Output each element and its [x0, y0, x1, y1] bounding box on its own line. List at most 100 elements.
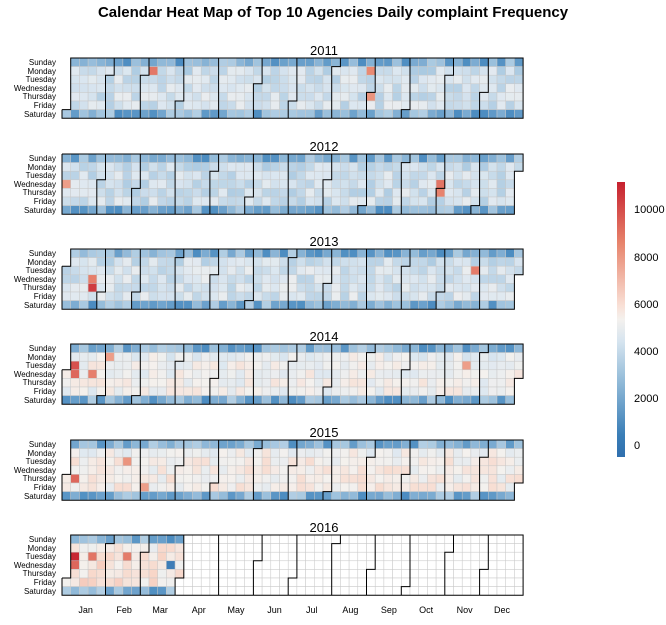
heat-cell	[461, 534, 472, 544]
heat-cell	[461, 205, 472, 215]
weekday-label: Monday	[27, 162, 56, 172]
heat-cell	[61, 474, 71, 484]
heat-cell	[253, 100, 263, 110]
year-panel-title: 2012	[309, 139, 339, 154]
heat-cell	[314, 439, 324, 449]
heat-cell	[113, 291, 124, 301]
heat-cell	[357, 265, 367, 276]
heat-cell	[244, 153, 254, 163]
heat-cell	[174, 257, 185, 267]
heat-cell	[514, 448, 524, 458]
heat-cell	[148, 482, 158, 492]
heat-cell	[427, 386, 437, 396]
heat-cell	[305, 196, 315, 206]
heat-cell	[409, 109, 419, 119]
heat-cell	[401, 560, 411, 570]
legend-tick: 2000	[634, 393, 659, 405]
heat-cell	[287, 257, 298, 267]
heat-cell	[209, 188, 219, 198]
heat-cell	[96, 491, 106, 501]
heat-cell	[235, 179, 245, 189]
heat-cell	[200, 491, 211, 501]
heat-cell	[374, 448, 385, 458]
heat-cell	[322, 491, 332, 501]
heat-cell	[453, 439, 463, 449]
heat-cell	[113, 395, 124, 405]
heat-cell	[305, 551, 315, 562]
heat-cell	[453, 170, 463, 181]
heat-cell	[261, 343, 272, 353]
heat-cell	[148, 448, 158, 458]
heat-cell	[279, 474, 289, 484]
heat-cell	[366, 300, 376, 310]
heat-cell	[305, 83, 315, 93]
heat-cell	[366, 439, 376, 449]
heat-cell	[401, 569, 411, 579]
year-panel-title: 2013	[309, 234, 339, 249]
heat-cell	[418, 386, 428, 396]
heat-cell	[79, 360, 89, 371]
heat-cell	[244, 491, 254, 501]
heat-cell	[383, 57, 393, 67]
heat-cell	[348, 265, 359, 276]
heat-cell	[279, 491, 289, 501]
heat-cell	[340, 74, 350, 85]
heat-cell	[314, 196, 324, 206]
heat-cell	[453, 153, 463, 163]
heat-cell	[314, 83, 324, 93]
heat-cell	[505, 109, 515, 119]
heat-cell	[166, 205, 176, 215]
heat-cell	[488, 74, 498, 85]
heat-cell	[105, 57, 115, 67]
weekday-label: Thursday	[22, 569, 56, 579]
heat-cell	[279, 369, 289, 379]
heat-cell	[105, 100, 115, 110]
heat-cell	[227, 474, 237, 484]
heat-cell	[409, 491, 419, 501]
heat-cell	[209, 360, 219, 371]
heat-cell	[79, 179, 89, 189]
heat-cell	[366, 265, 376, 276]
heat-cell	[322, 92, 332, 102]
heat-cell	[374, 456, 385, 467]
heat-cell	[244, 439, 254, 449]
heat-cell	[279, 57, 289, 67]
heat-cell	[453, 205, 463, 215]
heat-cell	[461, 439, 472, 449]
heat-cell	[183, 551, 193, 562]
heat-cell	[374, 360, 385, 371]
heat-cell	[70, 343, 80, 353]
month-boundary	[287, 344, 298, 405]
heat-cell	[461, 66, 472, 76]
heat-cell	[348, 352, 359, 362]
heat-cell	[61, 153, 71, 163]
heat-cell	[409, 395, 419, 405]
heat-cell	[87, 283, 98, 293]
heat-cell	[505, 386, 515, 396]
heat-cell	[287, 360, 298, 371]
heat-cell	[131, 57, 141, 67]
heat-cell	[444, 386, 454, 396]
heat-cell	[305, 352, 315, 362]
heat-cell	[244, 162, 254, 172]
heat-cell	[218, 395, 228, 405]
heat-cell	[166, 352, 176, 362]
heat-cell	[374, 92, 385, 102]
heat-cell	[488, 386, 498, 396]
heat-cell	[192, 369, 202, 379]
heat-cell	[200, 66, 211, 76]
heat-cell	[200, 543, 211, 553]
heat-cell	[409, 577, 419, 587]
heat-cell	[322, 386, 332, 396]
heat-cell	[496, 456, 506, 467]
heat-cell	[366, 92, 376, 102]
heat-cell	[113, 386, 124, 396]
heat-cell	[331, 57, 341, 67]
heat-cell	[140, 188, 150, 198]
heat-cell	[157, 170, 167, 181]
heat-cell	[113, 569, 124, 579]
heat-cell	[148, 57, 158, 67]
heat-cell	[479, 551, 489, 562]
heat-cell	[279, 196, 289, 206]
heat-cell	[61, 300, 71, 310]
